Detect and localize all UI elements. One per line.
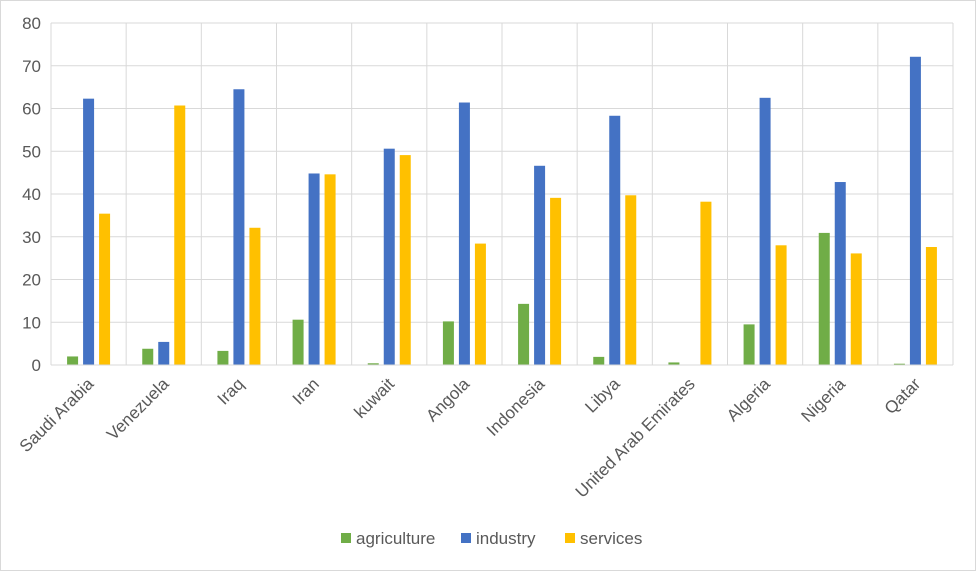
bar-industry (233, 89, 245, 365)
y-tick-label: 0 (32, 356, 41, 375)
bar-services (625, 195, 637, 365)
legend-label-services: services (580, 529, 642, 548)
bar-agriculture (67, 356, 79, 365)
legend-label-industry: industry (476, 529, 536, 548)
y-tick-label: 80 (22, 14, 41, 33)
bar-services (99, 213, 111, 365)
legend-swatch-agriculture (341, 533, 351, 543)
bar-agriculture (668, 362, 680, 365)
legend-swatch-industry (461, 533, 471, 543)
y-tick-label: 40 (22, 185, 41, 204)
legend-label-agriculture: agriculture (356, 529, 435, 548)
bar-services (850, 253, 862, 365)
bar-services (324, 174, 336, 365)
bar-industry (458, 102, 470, 365)
bar-agriculture (593, 356, 605, 365)
bar-industry (383, 148, 395, 365)
bar-industry (83, 98, 95, 365)
bar-industry (308, 173, 320, 365)
legend-swatch-services (565, 533, 575, 543)
bar-agriculture (893, 363, 905, 365)
bar-services (700, 201, 712, 365)
y-tick-label: 10 (22, 313, 41, 332)
bar-services (249, 227, 261, 365)
bar-agriculture (292, 319, 304, 365)
y-tick-label: 30 (22, 228, 41, 247)
legend: agriculture industry services (341, 529, 642, 548)
y-tick-label: 20 (22, 271, 41, 290)
grid-lines (50, 22, 954, 365)
bar-industry (609, 115, 621, 365)
bar-agriculture (367, 363, 379, 365)
bar-services (925, 247, 937, 365)
bars (67, 56, 937, 366)
bar-services (775, 245, 787, 365)
y-tick-label: 70 (22, 57, 41, 76)
y-tick-label: 50 (22, 142, 41, 161)
bar-agriculture (142, 348, 154, 365)
bar-services (550, 197, 562, 365)
y-tick-label: 60 (22, 100, 41, 119)
bar-agriculture (518, 303, 530, 365)
bar-agriculture (743, 324, 755, 365)
bar-agriculture (217, 350, 229, 365)
bar-industry (759, 97, 771, 365)
bar-services (474, 243, 486, 365)
bar-industry (909, 56, 921, 366)
bar-agriculture (442, 321, 454, 365)
bar-industry (834, 182, 846, 365)
y-axis: 0 10 20 30 40 50 60 70 80 (22, 14, 41, 375)
bar-services (174, 105, 186, 365)
bar-industry (534, 165, 546, 365)
bar-agriculture (818, 232, 830, 365)
bar-industry (158, 341, 170, 365)
bar-services (399, 155, 411, 365)
